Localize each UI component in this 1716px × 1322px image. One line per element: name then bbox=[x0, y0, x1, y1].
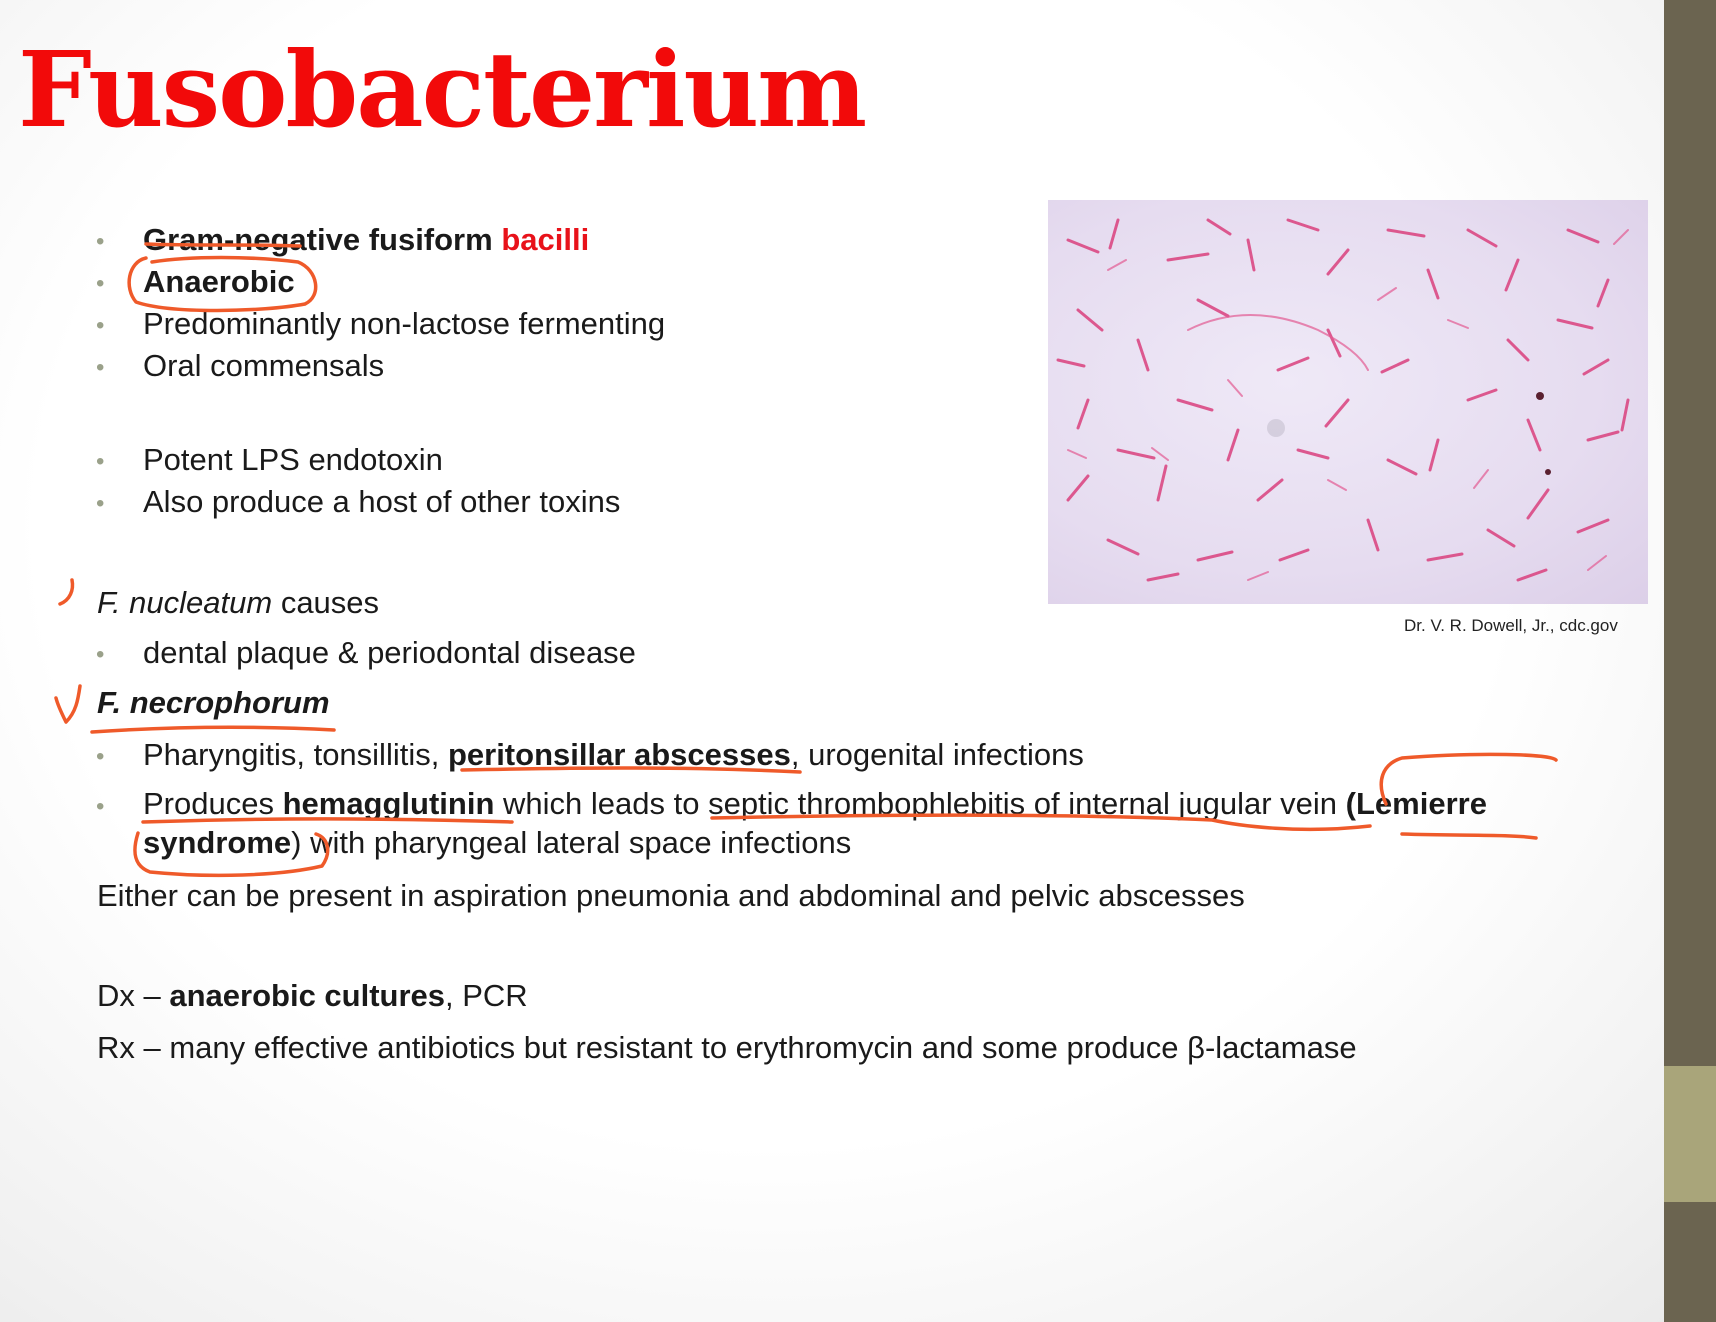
slide-title: Fusobacterium bbox=[18, 28, 867, 151]
bullet-icon: • bbox=[96, 270, 105, 297]
bullet-pharyngitis: Pharyngitis, tonsillitis, peritonsillar … bbox=[143, 737, 1084, 772]
rx-line: Rx – many effective antibiotics but resi… bbox=[97, 1030, 1357, 1065]
bullet-anaerobic: Anaerobic bbox=[143, 264, 295, 299]
bullet-icon: • bbox=[96, 312, 105, 339]
bullet-icon: • bbox=[96, 743, 105, 770]
bullet-icon: • bbox=[96, 448, 105, 475]
slide-side-accent bbox=[1664, 1066, 1716, 1202]
dark-particle bbox=[1545, 469, 1551, 475]
either-line: Either can be present in aspiration pneu… bbox=[97, 878, 1245, 913]
bullet-icon: • bbox=[96, 793, 105, 820]
dx-line: Dx – anaerobic cultures, PCR bbox=[97, 978, 528, 1013]
bullet-oral-commensals: Oral commensals bbox=[143, 348, 385, 383]
bullet-icon: • bbox=[96, 490, 105, 517]
nucleatum-heading: F. nucleatum causes bbox=[97, 585, 380, 620]
bullet-lps: Potent LPS endotoxin bbox=[143, 442, 443, 477]
bullet-hemagglutinin: Produces hemagglutinin which leads to se… bbox=[143, 786, 1487, 860]
stain-blot bbox=[1267, 419, 1285, 437]
checkmark-necrophorum bbox=[54, 684, 82, 724]
micrograph-image bbox=[1048, 200, 1648, 604]
dark-particle bbox=[1536, 392, 1544, 400]
underline-necrophorum bbox=[90, 725, 336, 734]
bullet-other-toxins: Also produce a host of other toxins bbox=[143, 484, 621, 519]
bullet-non-lactose: Predominantly non-lactose fermenting bbox=[143, 306, 666, 341]
bullet-icon: • bbox=[96, 228, 105, 255]
checkmark-nucleatum bbox=[58, 578, 75, 606]
bullet-icon: • bbox=[96, 354, 105, 381]
necrophorum-heading: F. necrophorum bbox=[97, 685, 330, 720]
bullet-icon: • bbox=[96, 641, 105, 668]
gram-stain-rods bbox=[1056, 218, 1630, 582]
bullet-dental-plaque: dental plaque & periodontal disease bbox=[143, 635, 636, 670]
bullet-gram-negative: Gram-negative fusiform bacilli bbox=[143, 222, 590, 257]
image-caption: Dr. V. R. Dowell, Jr., cdc.gov bbox=[1404, 616, 1618, 635]
